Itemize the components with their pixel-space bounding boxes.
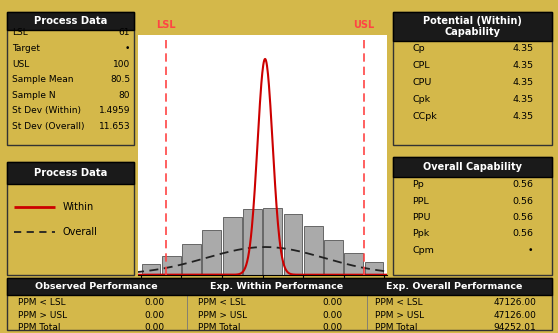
Text: Cpm: Cpm — [412, 246, 434, 255]
Text: 0.56: 0.56 — [512, 213, 533, 222]
Bar — [364, 262, 383, 275]
Text: PPM > USL: PPM > USL — [18, 311, 67, 320]
Text: 47126.00: 47126.00 — [493, 311, 536, 320]
Text: St Dev (Within): St Dev (Within) — [12, 106, 81, 116]
Text: Cpk: Cpk — [412, 95, 431, 104]
Text: 11.653: 11.653 — [98, 122, 130, 131]
Text: USL: USL — [353, 20, 374, 30]
Text: St Dev (Overall): St Dev (Overall) — [12, 122, 84, 131]
Bar — [182, 243, 201, 275]
Text: 0.00: 0.00 — [322, 323, 342, 332]
Text: PPU: PPU — [412, 213, 431, 222]
Text: 47126.00: 47126.00 — [493, 298, 536, 307]
Text: PPM < LSL: PPM < LSL — [198, 298, 246, 307]
Text: Pp: Pp — [412, 180, 424, 189]
Text: CCpk: CCpk — [412, 112, 437, 121]
Bar — [203, 230, 221, 275]
Text: 4.35: 4.35 — [512, 112, 533, 121]
Text: PPM > USL: PPM > USL — [375, 311, 424, 320]
Text: PPL: PPL — [412, 197, 429, 206]
FancyBboxPatch shape — [393, 157, 552, 176]
Text: •: • — [125, 44, 130, 53]
Text: Process Data: Process Data — [33, 168, 107, 178]
Bar — [304, 226, 323, 275]
Text: USL: USL — [12, 60, 29, 69]
Text: Sample Mean: Sample Mean — [12, 75, 73, 84]
Text: Exp. Overall Performance: Exp. Overall Performance — [386, 282, 522, 291]
Text: Sample N: Sample N — [12, 91, 55, 100]
Bar — [344, 253, 363, 275]
Text: 0.00: 0.00 — [322, 311, 342, 320]
Text: 80: 80 — [119, 91, 130, 100]
Text: 0.56: 0.56 — [512, 229, 533, 238]
Text: 0.00: 0.00 — [145, 298, 165, 307]
Bar — [142, 264, 161, 275]
Text: LSL: LSL — [12, 28, 27, 38]
Text: Ppk: Ppk — [412, 229, 430, 238]
Text: Potential (Within)
Capability: Potential (Within) Capability — [424, 16, 522, 37]
Text: 4.35: 4.35 — [512, 61, 533, 70]
Text: 1.4959: 1.4959 — [99, 106, 130, 116]
Text: Overall Capability: Overall Capability — [424, 162, 522, 171]
Text: CPU: CPU — [412, 78, 432, 87]
Text: LSL: LSL — [156, 20, 176, 30]
Bar — [223, 217, 242, 275]
Bar — [263, 207, 282, 275]
Text: 0.56: 0.56 — [512, 197, 533, 206]
Text: Within: Within — [62, 202, 94, 212]
Text: PPM Total: PPM Total — [18, 323, 60, 332]
Bar — [283, 214, 302, 275]
Text: 0.00: 0.00 — [145, 311, 165, 320]
Text: 4.35: 4.35 — [512, 44, 533, 54]
FancyBboxPatch shape — [7, 12, 134, 30]
Text: •: • — [528, 246, 533, 255]
FancyBboxPatch shape — [7, 278, 552, 295]
FancyBboxPatch shape — [7, 162, 134, 184]
Text: 0.00: 0.00 — [322, 298, 342, 307]
Bar — [162, 255, 181, 275]
Text: 80.5: 80.5 — [110, 75, 130, 84]
Bar — [324, 240, 343, 275]
Text: PPM Total: PPM Total — [198, 323, 240, 332]
Text: 94252.01: 94252.01 — [493, 323, 536, 332]
Text: Target: Target — [12, 44, 40, 53]
Text: Overall: Overall — [62, 227, 98, 237]
Text: PPM < LSL: PPM < LSL — [375, 298, 422, 307]
Text: 4.35: 4.35 — [512, 95, 533, 104]
FancyBboxPatch shape — [393, 12, 552, 41]
Text: 100: 100 — [113, 60, 130, 69]
Text: CPL: CPL — [412, 61, 430, 70]
Text: Process Data: Process Data — [33, 16, 107, 26]
Text: PPM > USL: PPM > USL — [198, 311, 247, 320]
Text: Exp. Within Performance: Exp. Within Performance — [210, 282, 343, 291]
Text: PPM Total: PPM Total — [375, 323, 417, 332]
Text: 0.00: 0.00 — [145, 323, 165, 332]
Text: 61: 61 — [119, 28, 130, 38]
Text: PPM < LSL: PPM < LSL — [18, 298, 65, 307]
Bar — [243, 208, 262, 275]
Text: 0.56: 0.56 — [512, 180, 533, 189]
Text: 4.35: 4.35 — [512, 78, 533, 87]
Text: Cp: Cp — [412, 44, 425, 54]
Text: Observed Performance: Observed Performance — [35, 282, 158, 291]
